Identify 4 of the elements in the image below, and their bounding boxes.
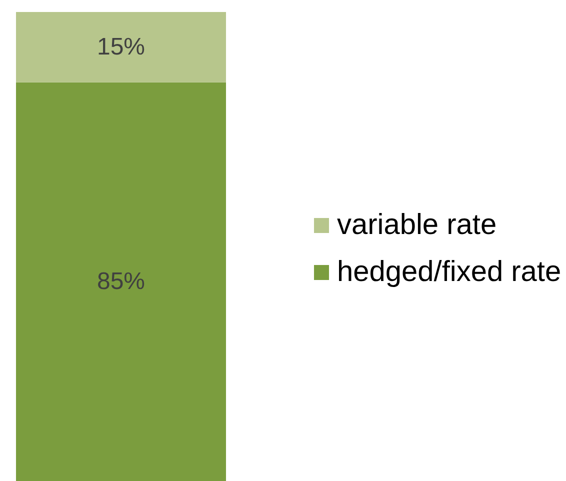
legend-label: variable rate — [337, 209, 497, 242]
data-label: 15% — [96, 34, 146, 61]
legend-label: hedged/fixed rate — [337, 256, 562, 289]
data-label: 85% — [96, 268, 146, 296]
